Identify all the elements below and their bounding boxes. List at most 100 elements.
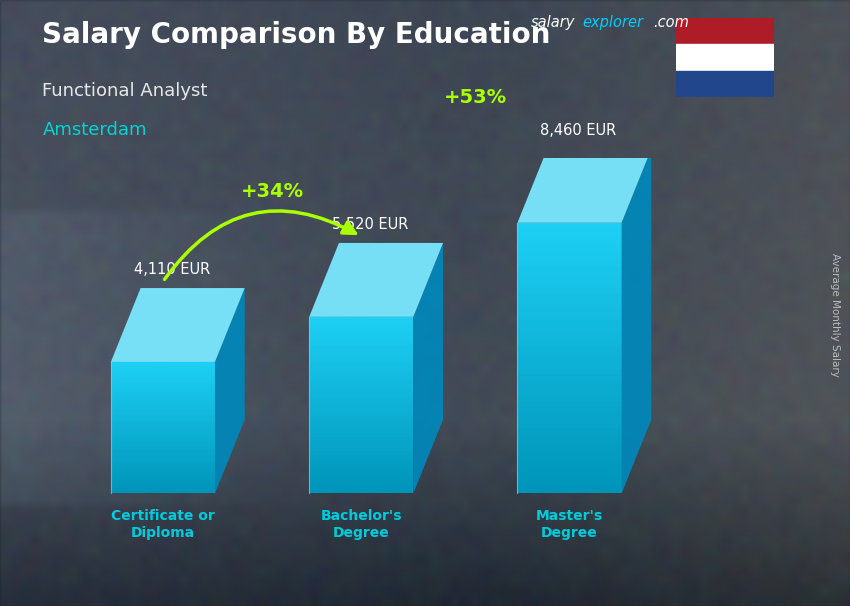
Bar (309, 465, 413, 468)
Bar (518, 456, 621, 461)
Bar (309, 342, 413, 345)
Bar (110, 488, 215, 491)
Bar (110, 433, 215, 436)
Bar (518, 364, 621, 369)
Bar (309, 345, 413, 348)
Bar (309, 430, 413, 433)
Bar (309, 483, 413, 487)
Bar (676, 71, 774, 97)
Bar (309, 395, 413, 398)
Bar (518, 401, 621, 407)
Bar (309, 356, 413, 359)
Bar (110, 415, 215, 417)
Bar (110, 478, 215, 480)
Bar (309, 472, 413, 476)
Bar (309, 366, 413, 370)
Bar (518, 434, 621, 439)
Text: Certificate or
Diploma: Certificate or Diploma (111, 510, 215, 539)
Bar (309, 377, 413, 381)
Polygon shape (621, 149, 651, 493)
Bar (309, 451, 413, 454)
Bar (518, 439, 621, 445)
Bar (309, 335, 413, 338)
Bar (676, 18, 774, 44)
Bar (110, 385, 215, 388)
Bar (518, 445, 621, 450)
Bar (110, 459, 215, 462)
Polygon shape (110, 288, 245, 362)
Bar (309, 391, 413, 395)
Text: Average Monthly Salary: Average Monthly Salary (830, 253, 840, 377)
Bar (518, 482, 621, 488)
Bar (518, 320, 621, 325)
Bar (110, 391, 215, 393)
Bar (110, 472, 215, 475)
Bar (518, 423, 621, 428)
Bar (309, 433, 413, 437)
Bar (309, 370, 413, 373)
Bar (309, 324, 413, 327)
Bar (110, 448, 215, 451)
Bar (309, 476, 413, 479)
Bar (518, 358, 621, 364)
Bar (518, 255, 621, 261)
Bar (518, 331, 621, 336)
Bar (518, 266, 621, 271)
Bar (110, 373, 215, 375)
Bar (110, 470, 215, 472)
Bar (110, 475, 215, 478)
Bar (309, 405, 413, 408)
Bar (518, 271, 621, 277)
Bar (110, 401, 215, 404)
Bar (518, 407, 621, 412)
Bar (110, 399, 215, 401)
Polygon shape (518, 149, 651, 223)
Bar (110, 428, 215, 430)
Bar (110, 378, 215, 381)
Text: +34%: +34% (241, 182, 303, 201)
Polygon shape (413, 243, 443, 493)
Bar (110, 425, 215, 428)
Bar (518, 336, 621, 342)
Bar (518, 380, 621, 385)
Bar (110, 420, 215, 422)
Bar (676, 44, 774, 71)
Bar (110, 417, 215, 420)
Bar (518, 277, 621, 282)
Text: Bachelor's
Degree: Bachelor's Degree (320, 510, 402, 539)
Text: +53%: +53% (444, 88, 507, 107)
Bar (309, 419, 413, 423)
Text: Salary Comparison By Education: Salary Comparison By Education (42, 21, 551, 49)
Bar (110, 485, 215, 488)
Text: explorer: explorer (582, 15, 643, 30)
Bar (309, 338, 413, 342)
Bar (518, 250, 621, 255)
Bar (110, 446, 215, 448)
Bar (309, 331, 413, 335)
Bar (110, 367, 215, 370)
Text: 4,110 EUR: 4,110 EUR (133, 262, 210, 277)
Bar (309, 444, 413, 447)
Text: Functional Analyst: Functional Analyst (42, 82, 208, 100)
Bar (309, 373, 413, 377)
Bar (309, 447, 413, 451)
Bar (110, 464, 215, 467)
Bar (518, 375, 621, 380)
Bar (309, 384, 413, 387)
Text: salary: salary (531, 15, 575, 30)
Bar (110, 438, 215, 441)
Bar (518, 461, 621, 467)
Bar (309, 454, 413, 458)
Bar (309, 490, 413, 493)
Bar (518, 315, 621, 320)
Bar (518, 466, 621, 471)
Bar (110, 375, 215, 378)
Bar (110, 393, 215, 396)
Bar (518, 288, 621, 293)
Bar (110, 436, 215, 438)
Bar (309, 462, 413, 465)
Bar (110, 441, 215, 444)
Bar (518, 282, 621, 288)
Polygon shape (215, 288, 245, 493)
Bar (110, 383, 215, 385)
